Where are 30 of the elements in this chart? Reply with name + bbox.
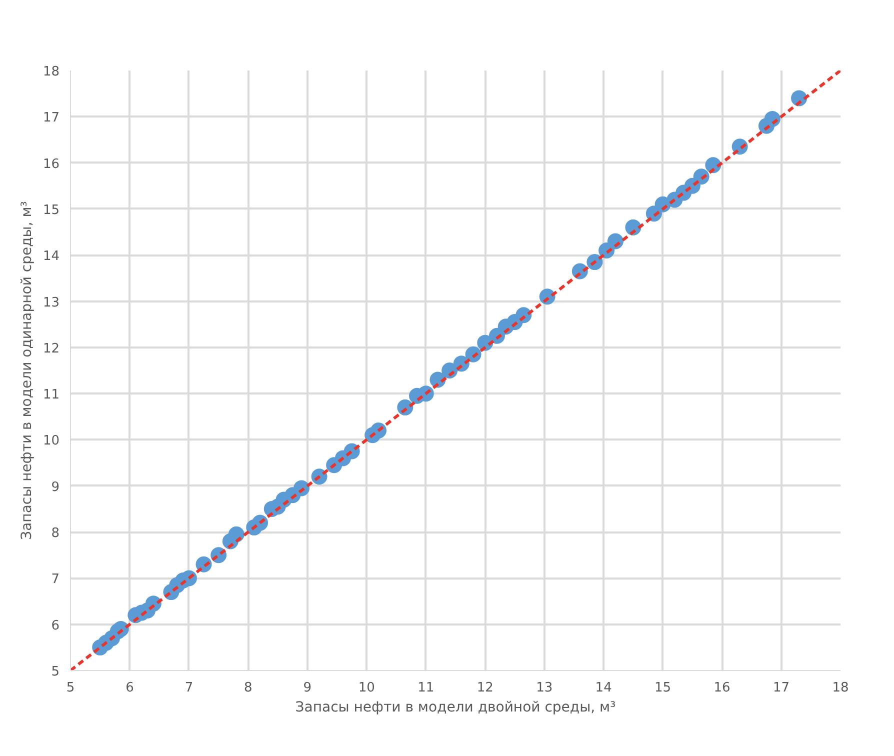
y-tick-label: 11	[42, 388, 60, 403]
x-tick-label: 14	[595, 680, 612, 696]
x-tick-label: 5	[66, 680, 75, 696]
y-tick-label: 8	[51, 526, 60, 542]
x-tick-label: 18	[832, 680, 849, 696]
x-axis-title: Запасы нефти в модели двойной среды, м³	[295, 700, 616, 716]
y-tick-label: 5	[51, 664, 60, 680]
y-tick-label: 13	[42, 295, 60, 310]
x-tick-label: 15	[654, 680, 672, 696]
y-tick-label: 9	[51, 480, 60, 495]
x-tick-label: 17	[773, 680, 790, 696]
y-tick-label: 14	[42, 249, 60, 264]
y-tick-label: 15	[42, 202, 60, 218]
y-tick-label: 17	[42, 110, 60, 126]
x-tick-label: 8	[244, 680, 252, 696]
y-tick-label: 7	[51, 572, 60, 588]
y-tick-label: 12	[42, 341, 60, 356]
x-tick-label: 12	[476, 680, 494, 696]
y-axis-title: Запасы нефти в модели одинарной среды, м³	[18, 201, 35, 540]
x-tick-label: 6	[126, 680, 134, 696]
y-tick-label: 18	[42, 64, 60, 80]
y-tick-label: 16	[42, 156, 60, 172]
x-tick-label: 13	[536, 680, 553, 696]
x-tick-label: 16	[714, 680, 730, 696]
y-tick-label: 6	[51, 618, 60, 634]
x-tick-label: 9	[303, 680, 312, 696]
x-tick-label: 7	[184, 680, 194, 696]
y-tick-label: 10	[42, 434, 60, 449]
x-tick-label: 11	[418, 680, 434, 696]
x-tick-label: 10	[358, 680, 375, 696]
